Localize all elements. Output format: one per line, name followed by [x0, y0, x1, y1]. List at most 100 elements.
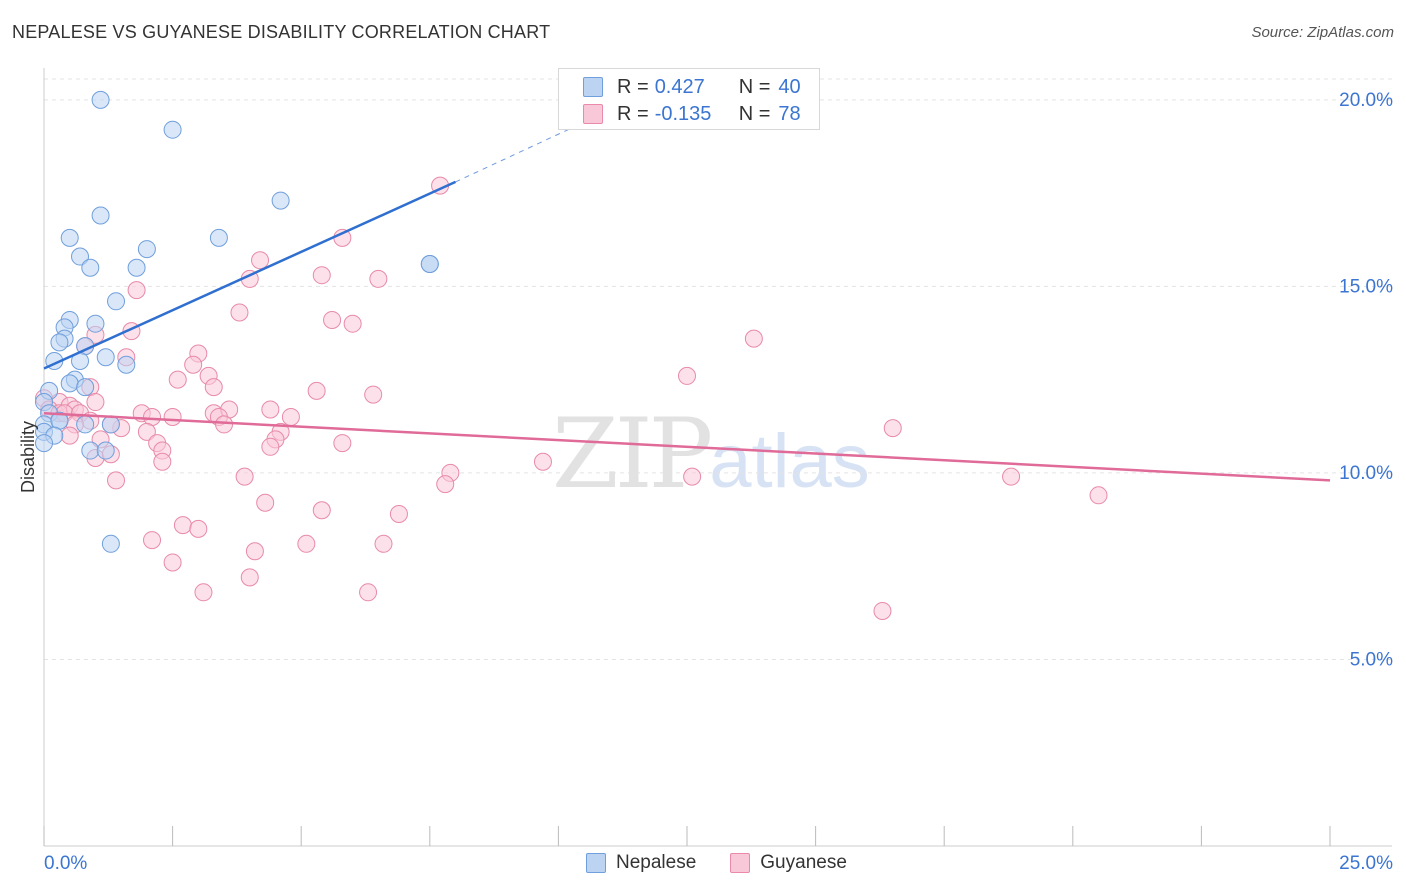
guyanese-point — [204, 378, 223, 397]
y-tick-label: 5.0% — [1350, 649, 1393, 670]
guyanese-point — [168, 370, 187, 389]
y-tick-label: 20.0% — [1339, 90, 1393, 111]
axes — [43, 68, 1392, 847]
guyanese-point — [533, 452, 552, 471]
guyanese-point — [297, 534, 316, 553]
n-value: 78 — [778, 102, 801, 125]
n-value: 40 — [778, 75, 801, 98]
nepalese-trend-line — [43, 180, 457, 370]
nepalese-point — [91, 206, 110, 225]
legend-item-nepalese[interactable]: Nepalese — [586, 852, 696, 874]
guyanese-point — [235, 467, 254, 486]
guyanese-point — [240, 568, 259, 587]
nepalese-point — [91, 90, 110, 109]
r-label: R = — [617, 75, 649, 98]
guyanese-point — [683, 467, 702, 486]
guyanese-point — [343, 314, 362, 333]
guyanese-points — [35, 176, 1108, 620]
guyanese-point — [230, 303, 249, 322]
x-tick-label: 25.0% — [1339, 853, 1393, 874]
guyanese-point — [256, 493, 275, 512]
n-label: N = — [738, 102, 771, 125]
guyanese-swatch — [583, 104, 603, 124]
y-axis-title: Disability — [18, 421, 38, 493]
nepalese-point — [71, 247, 90, 266]
y-tick-label: 10.0% — [1339, 463, 1393, 484]
guyanese-point — [744, 329, 763, 348]
guyanese-point — [143, 531, 162, 550]
guyanese-point — [189, 519, 208, 538]
r-label: R = — [617, 102, 649, 125]
x-tick-label: 0.0% — [44, 853, 87, 874]
legend-item-guyanese[interactable]: Guyanese — [730, 852, 847, 874]
guyanese-point — [86, 393, 105, 412]
r-value: -0.135 — [654, 102, 712, 125]
nepalese-point — [101, 534, 120, 553]
guyanese-point — [389, 504, 408, 523]
guyanese-point — [873, 601, 892, 620]
nepalese-point — [96, 348, 115, 367]
y-tick-label: 15.0% — [1339, 276, 1393, 297]
guyanese-point — [163, 553, 182, 572]
guyanese-point — [261, 400, 280, 419]
nepalese-point — [81, 441, 100, 460]
guyanese-point — [127, 281, 146, 300]
guyanese-point — [436, 475, 455, 494]
guyanese-point — [281, 407, 300, 426]
stats-row-nepalese: R = 0.427 N = 40 — [583, 75, 801, 99]
stats-legend: R = 0.427 N = 40 R = -0.135 N = 78 — [558, 68, 820, 130]
nepalese-point — [86, 314, 105, 333]
nepalese-trend-extension — [455, 121, 585, 183]
guyanese-point — [173, 516, 192, 535]
nepalese-point — [137, 240, 156, 259]
nepalese-points — [35, 90, 439, 553]
guyanese-point — [194, 583, 213, 602]
guyanese-point — [678, 366, 696, 385]
nepalese-point — [127, 258, 146, 277]
nepalese-point — [96, 441, 115, 460]
nepalese-point — [271, 191, 290, 210]
guyanese-point — [60, 426, 79, 445]
guyanese-point — [143, 407, 162, 426]
guyanese-point — [251, 251, 270, 270]
guyanese-point — [307, 381, 326, 400]
nepalese-point — [420, 255, 439, 273]
guyanese-legend-swatch — [730, 853, 751, 873]
guyanese-point — [215, 415, 234, 434]
chart-title: NEPALESE VS GUYANESE DISABILITY CORRELAT… — [12, 22, 551, 42]
nepalese-point — [101, 415, 120, 434]
guyanese-point — [364, 385, 383, 404]
trend-lines — [43, 121, 1331, 482]
legend-label-guyanese: Guyanese — [760, 852, 847, 873]
guyanese-point — [323, 310, 342, 329]
guyanese-point — [883, 419, 902, 438]
guyanese-point — [163, 407, 182, 426]
guyanese-point — [333, 434, 352, 453]
guyanese-trend-line — [43, 411, 1331, 482]
guyanese-point — [359, 583, 378, 602]
guyanese-point — [184, 355, 203, 374]
nepalese-point — [163, 120, 182, 139]
nepalese-point — [76, 415, 95, 434]
guyanese-point — [312, 266, 331, 285]
series-legend: Nepalese Guyanese — [586, 852, 881, 874]
nepalese-point — [50, 333, 69, 352]
nepalese-legend-swatch — [586, 853, 606, 873]
guyanese-point — [137, 422, 156, 441]
guyanese-point — [312, 501, 331, 520]
nepalese-point — [117, 355, 136, 374]
nepalese-swatch — [583, 77, 603, 97]
axis-labels: 5.0% 10.0% 15.0% 20.0% 0.0% 25.0% Disability — [18, 90, 1393, 874]
nepalese-point — [209, 228, 228, 247]
guyanese-point — [245, 542, 264, 561]
nepalese-point — [107, 292, 126, 311]
guyanese-point — [261, 437, 280, 456]
nepalese-point — [81, 258, 100, 277]
r-value: 0.427 — [654, 75, 705, 98]
guyanese-point — [374, 534, 393, 553]
nepalese-point — [60, 374, 79, 393]
nepalese-point — [60, 228, 79, 247]
guyanese-point — [1089, 486, 1108, 505]
source-label: Source: ZipAtlas.com — [1251, 24, 1394, 41]
